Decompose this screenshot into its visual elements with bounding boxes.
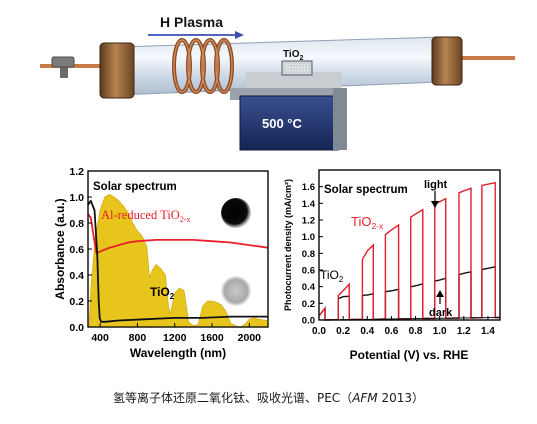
pc-x-tick-label: 0.6 bbox=[384, 326, 398, 337]
abs-y-tick-label: 0.6 bbox=[69, 244, 84, 256]
abs-y-tick-label: 0.2 bbox=[69, 296, 84, 308]
valve-stem bbox=[60, 64, 68, 78]
pc-x-tick-label: 1.2 bbox=[457, 326, 471, 337]
abs-y-axis-label: Absorbance (a.u.) bbox=[53, 198, 67, 299]
abs-tio2-sub: 2 bbox=[170, 292, 175, 301]
left-end-cap bbox=[99, 42, 135, 99]
pc-light-arrow-head bbox=[431, 201, 439, 208]
abs-x-tick-label: 2000 bbox=[238, 332, 262, 344]
abs-y-tick-label: 0.0 bbox=[69, 322, 84, 334]
pc-reduced-main: TiO bbox=[351, 214, 371, 229]
abs-y-tick-label: 1.2 bbox=[69, 166, 84, 178]
abs-tio2-label: TiO2 bbox=[150, 285, 175, 301]
sample-label: TiO2 bbox=[283, 49, 303, 62]
pc-x-tick-label: 1.4 bbox=[481, 326, 495, 337]
sample-label-sub: 2 bbox=[299, 55, 303, 62]
abs-solar-label: Solar spectrum bbox=[93, 181, 177, 193]
plasma-arrow-head bbox=[235, 31, 244, 39]
pc-dark-arrow-head bbox=[436, 290, 444, 297]
caption-journal: AFM bbox=[352, 391, 378, 405]
pc-y-tick-label: 0.6 bbox=[302, 266, 315, 277]
caption-year: 2013） bbox=[377, 391, 425, 405]
pc-tio2-main: TiO bbox=[320, 268, 339, 282]
pc-y-axis-label: Photocurrent density (mA/cm²) bbox=[283, 179, 293, 311]
pc-y-tick-label: 0.0 bbox=[302, 316, 315, 327]
plasma-apparatus: H Plasma TiO2 500 °C bbox=[40, 14, 515, 151]
abs-reduced-sub: 2-x bbox=[180, 215, 191, 224]
pc-x-tick-label: 1.0 bbox=[433, 326, 447, 337]
abs-x-tick-label: 1600 bbox=[200, 332, 224, 344]
abs-y-tick-label: 1.0 bbox=[69, 192, 84, 204]
figure-caption: 氢等离子体还原二氧化钛、吸收光谱、PEC（AFM 2013） bbox=[0, 389, 537, 406]
sample-label-main: TiO bbox=[283, 49, 300, 60]
pc-y-tick-label: 0.4 bbox=[302, 282, 316, 293]
pc-x-tick-label: 0.8 bbox=[409, 326, 423, 337]
abs-y-tick-label: 0.4 bbox=[69, 270, 84, 282]
pc-x-axis-label: Potential (V) vs. RHE bbox=[350, 348, 469, 362]
pc-y-tick-label: 1.0 bbox=[302, 232, 315, 243]
abs-x-tick-label: 1200 bbox=[163, 332, 187, 344]
pc-y-tick-label: 0.2 bbox=[302, 299, 315, 310]
furnace-top bbox=[246, 72, 341, 88]
pc-x-tick-label: 0.4 bbox=[360, 326, 374, 337]
pc-dark-label: dark bbox=[429, 307, 453, 319]
caption-text: 氢等离子体还原二氧化钛、吸收光谱、PEC（ bbox=[112, 391, 353, 405]
pc-x-tick-label: 0.0 bbox=[312, 326, 326, 337]
pc-y-tick-label: 1.4 bbox=[302, 199, 316, 210]
abs-x-axis-label: Wavelength (nm) bbox=[130, 346, 226, 360]
black-sample-photo bbox=[221, 198, 251, 228]
pc-tio2-sub: 2 bbox=[339, 275, 344, 284]
valve-knob bbox=[51, 56, 75, 68]
white-sample-photo bbox=[221, 276, 251, 306]
right-rod bbox=[460, 56, 515, 60]
absorbance-chart: 400 800 1200 1600 20000.00.20.40.60.81.01.2 … bbox=[53, 166, 269, 360]
abs-x-tick-label: 800 bbox=[129, 332, 147, 344]
plasma-label: H Plasma bbox=[160, 14, 223, 30]
pc-y-tick-label: 0.8 bbox=[302, 249, 315, 260]
abs-tio2-main: TiO bbox=[150, 285, 170, 299]
furnace-block bbox=[239, 95, 339, 151]
abs-y-tick-label: 0.8 bbox=[69, 218, 84, 230]
right-end-cap bbox=[431, 36, 463, 86]
abs-series-tio2 bbox=[87, 199, 268, 323]
pc-solar-label: Solar spectrum bbox=[324, 184, 408, 196]
furnace-label: 500 °C bbox=[262, 116, 303, 131]
pc-tio2-label: TiO2 bbox=[320, 268, 344, 284]
pc-y-tick-label: 1.2 bbox=[302, 216, 315, 227]
pc-light-label: light bbox=[424, 179, 448, 191]
photocurrent-chart: 0.0 0.2 0.4 0.6 0.8 1.0 1.2 1.4 0.0 0.2 0.4 0.6 0.8 1… bbox=[283, 169, 501, 362]
abs-x-tick-label: 400 bbox=[91, 332, 109, 344]
abs-reduced-label: Al-reduced TiO2-x bbox=[101, 208, 191, 224]
abs-reduced-main: Al-reduced TiO bbox=[101, 208, 180, 222]
pc-x-tick-label: 0.2 bbox=[336, 326, 350, 337]
abs-series-reduced bbox=[87, 213, 269, 254]
pc-reduced-label: TiO2-x bbox=[351, 214, 384, 231]
pc-y-tick-label: 1.6 bbox=[302, 182, 315, 193]
pc-reduced-sub: 2-x bbox=[371, 221, 384, 231]
